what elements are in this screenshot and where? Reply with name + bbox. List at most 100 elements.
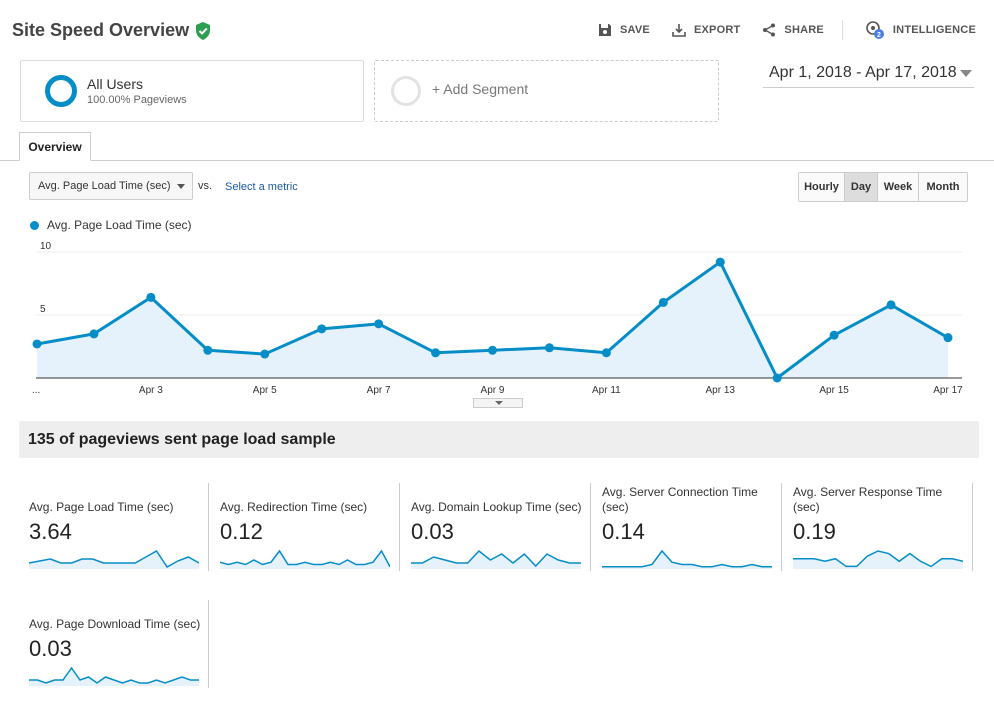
- metric-value: 0.03: [411, 519, 454, 544]
- top-bar: Site Speed Overview SAVE EXPORT SHARE 2 …: [0, 0, 994, 60]
- sparkline-line: [220, 549, 390, 568]
- x-tick-label: Apr 9: [481, 385, 505, 396]
- page-title: Site Speed Overview: [12, 20, 211, 41]
- sample-text: 135 of pageviews sent page load sample: [28, 431, 336, 448]
- date-range-picker[interactable]: Apr 1, 2018 - Apr 17, 2018: [763, 64, 974, 88]
- data-point[interactable]: [658, 297, 668, 307]
- x-tick-label: Apr 11: [592, 385, 621, 396]
- legend-label: Avg. Page Load Time (sec): [47, 218, 192, 232]
- share-icon: [763, 23, 776, 37]
- metric-card[interactable]: Avg. Redirection Time (sec) 0.12: [210, 481, 400, 576]
- empty-segment-ring-icon: [391, 76, 421, 106]
- metric-card[interactable]: Avg. Server Response Time (sec) 0.19: [783, 481, 973, 576]
- sparkline-line: [602, 549, 772, 568]
- segment-name: All Users: [87, 76, 144, 92]
- header-actions: SAVE EXPORT SHARE 2 INTELLIGENCE: [576, 20, 976, 40]
- toolbar-divider: [841, 20, 843, 40]
- sparkline-area: [793, 551, 963, 569]
- export-icon: [672, 24, 686, 37]
- sparkline-area: [220, 551, 390, 569]
- intelligence-label: INTELLIGENCE: [892, 24, 976, 36]
- card-divider: [972, 483, 973, 571]
- metric-label: Avg. Redirection Time (sec): [220, 500, 368, 514]
- data-point[interactable]: [829, 330, 839, 340]
- metric-card[interactable]: Avg. Server Connection Time (sec) 0.14: [592, 481, 782, 576]
- data-point[interactable]: [431, 348, 441, 358]
- intelligence-button[interactable]: 2 INTELLIGENCE: [865, 20, 976, 40]
- chevron-down-icon: [177, 184, 185, 189]
- granularity-toggle: Hourly Day Week Month: [798, 172, 968, 202]
- sparkline: [29, 666, 199, 686]
- export-button[interactable]: EXPORT: [672, 23, 740, 37]
- sample-banner: 135 of pageviews sent page load sample: [19, 421, 979, 458]
- metric-label: Avg. Page Load Time (sec): [29, 500, 174, 514]
- metric-card[interactable]: Avg. Page Download Time (sec) 0.03: [19, 598, 209, 693]
- x-tick-label: ...: [32, 385, 40, 396]
- legend-dot: [30, 220, 39, 230]
- add-segment-button[interactable]: + Add Segment: [374, 60, 719, 122]
- data-point[interactable]: [772, 373, 782, 383]
- sparkline-line: [29, 550, 199, 568]
- data-point[interactable]: [203, 345, 213, 355]
- chart-resize-handle[interactable]: [473, 398, 523, 408]
- metric-label: Avg. Server Connection Time (sec): [602, 485, 758, 514]
- share-label: SHARE: [784, 24, 824, 36]
- data-point[interactable]: [488, 345, 497, 355]
- sparkline-area: [29, 551, 199, 569]
- add-segment-label: + Add Segment: [432, 81, 529, 97]
- chart-legend: Avg. Page Load Time (sec): [30, 218, 192, 232]
- metric-value: 3.64: [29, 519, 72, 544]
- data-point[interactable]: [260, 349, 270, 359]
- data-point[interactable]: [544, 343, 554, 353]
- tab-overview[interactable]: Overview: [19, 132, 91, 161]
- metric-value: 0.12: [220, 519, 263, 544]
- save-icon: [599, 24, 612, 36]
- intelligence-icon: 2: [866, 21, 884, 39]
- data-point[interactable]: [715, 257, 725, 267]
- sparkline-area: [411, 551, 581, 569]
- x-tick-label: Apr 5: [253, 385, 277, 396]
- data-point[interactable]: [886, 300, 896, 310]
- hourly-button[interactable]: Hourly: [799, 173, 845, 201]
- data-point[interactable]: [374, 319, 384, 329]
- sparkline: [29, 550, 199, 569]
- metric-label: Avg. Server Response Time (sec): [793, 485, 943, 514]
- metric-card[interactable]: Avg. Page Load Time (sec) 3.64: [19, 481, 209, 576]
- sparkline: [602, 549, 772, 569]
- sparkline: [793, 550, 963, 569]
- data-point[interactable]: [89, 329, 99, 339]
- x-tick-label: Apr 17: [933, 385, 963, 396]
- share-button[interactable]: SHARE: [762, 23, 824, 37]
- day-button[interactable]: Day: [845, 173, 878, 201]
- export-label: EXPORT: [693, 24, 741, 36]
- data-point[interactable]: [317, 324, 327, 334]
- segment-all-users[interactable]: All Users 100.00% Pageviews: [20, 60, 364, 122]
- sparkline: [411, 549, 581, 569]
- metric-select-value: Avg. Page Load Time (sec): [38, 180, 171, 192]
- x-tick-label: Apr 15: [819, 385, 849, 396]
- select-metric-link[interactable]: Select a metric: [225, 181, 298, 193]
- card-divider: [781, 483, 782, 571]
- sparkline: [220, 549, 390, 569]
- week-button[interactable]: Week: [878, 173, 919, 201]
- date-range-text: Apr 1, 2018 - Apr 17, 2018: [769, 64, 957, 81]
- verified-shield-icon: [196, 21, 211, 40]
- sparkline-line: [411, 549, 581, 568]
- chevron-down-icon: [960, 70, 972, 77]
- sparkline-area: [29, 668, 199, 686]
- data-point[interactable]: [943, 333, 953, 343]
- metric-select[interactable]: Avg. Page Load Time (sec): [29, 172, 193, 200]
- card-divider: [590, 483, 591, 571]
- data-point[interactable]: [32, 339, 42, 349]
- vs-label: vs.: [198, 180, 213, 192]
- y-tick-label: 5: [40, 304, 46, 315]
- month-button[interactable]: Month: [919, 173, 967, 201]
- data-point[interactable]: [146, 292, 156, 302]
- metric-card[interactable]: Avg. Domain Lookup Time (sec) 0.03: [401, 481, 591, 576]
- save-button[interactable]: SAVE: [598, 23, 650, 37]
- save-label: SAVE: [620, 24, 650, 36]
- segment-subtitle: 100.00% Pageviews: [87, 94, 187, 106]
- data-point[interactable]: [601, 348, 611, 358]
- x-tick-label: Apr 3: [139, 385, 163, 396]
- page-title-text: Site Speed Overview: [12, 20, 190, 40]
